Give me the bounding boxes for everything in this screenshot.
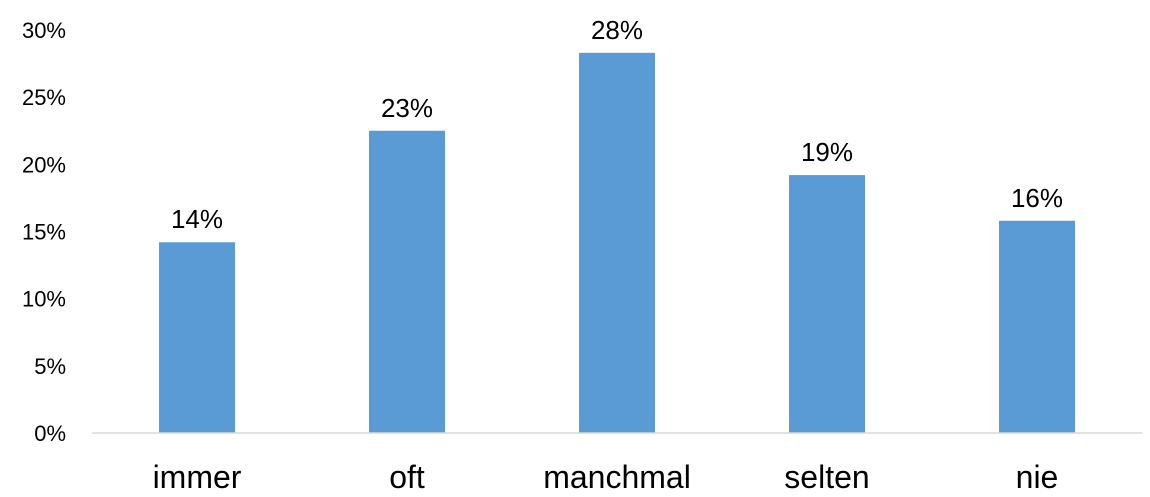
bars — [159, 52, 1075, 433]
y-tick-label: 10% — [22, 287, 66, 312]
bar-selten — [789, 175, 865, 433]
y-axis-ticks: 0% 5% 10% 15% 20% 25% 30% — [22, 18, 66, 446]
x-tick-label-selten: selten — [784, 459, 869, 495]
data-labels: 14% 23% 28% 19% 16% — [171, 15, 1063, 234]
bar-immer — [159, 242, 235, 433]
bar-nie — [999, 220, 1075, 433]
data-label-selten: 19% — [801, 137, 853, 167]
data-label-oft: 23% — [381, 93, 433, 123]
x-axis-ticks: immer oft manchmal selten nie — [153, 459, 1059, 495]
x-tick-label-immer: immer — [153, 459, 242, 495]
y-tick-label: 15% — [22, 220, 66, 245]
x-tick-label-nie: nie — [1016, 459, 1059, 495]
bar-oft — [369, 130, 445, 433]
y-tick-label: 25% — [22, 85, 66, 110]
x-tick-label-oft: oft — [389, 459, 425, 495]
data-label-manchmal: 28% — [591, 15, 643, 45]
data-label-nie: 16% — [1011, 183, 1063, 213]
y-tick-label: 5% — [34, 354, 66, 379]
y-tick-label: 0% — [34, 421, 66, 446]
y-tick-label: 20% — [22, 152, 66, 177]
bar-manchmal — [579, 52, 655, 433]
x-tick-label-manchmal: manchmal — [543, 459, 691, 495]
y-tick-label: 30% — [22, 18, 66, 43]
data-label-immer: 14% — [171, 204, 223, 234]
